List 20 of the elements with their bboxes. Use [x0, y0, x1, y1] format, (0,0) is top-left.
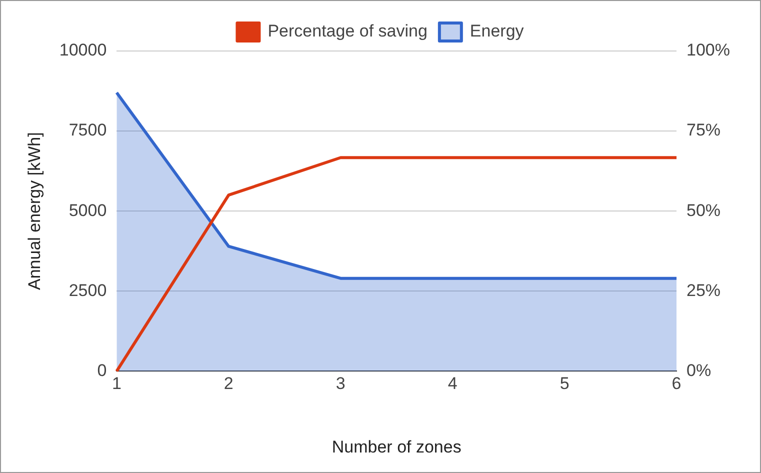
x-tick-label: 6: [672, 374, 682, 394]
y-tick-label: 5000: [68, 200, 107, 220]
x-tick-label: 1: [112, 374, 122, 394]
x-axis-title: Number of zones: [332, 437, 462, 456]
legend-label: Energy: [470, 22, 524, 41]
y-tick-label: 0: [97, 360, 107, 380]
y-tick-label: 7500: [68, 120, 107, 140]
legend-label: Percentage of saving: [268, 22, 428, 41]
y2-tick-label: 100%: [686, 40, 730, 60]
x-tick-label: 3: [336, 374, 346, 394]
y-axis-title: Annual energy [kWh]: [24, 132, 44, 290]
y-tick-label: 10000: [59, 40, 107, 60]
y2-tick-label: 75%: [686, 120, 721, 140]
y2-tick-label: 50%: [686, 200, 721, 220]
y2-tick-label: 0%: [686, 360, 712, 380]
x-tick-label: 5: [560, 374, 570, 394]
x-tick-label: 4: [448, 374, 458, 394]
x-tick-label: 2: [224, 374, 234, 394]
y2-tick-label: 25%: [686, 280, 721, 300]
y-tick-label: 2500: [68, 280, 107, 300]
